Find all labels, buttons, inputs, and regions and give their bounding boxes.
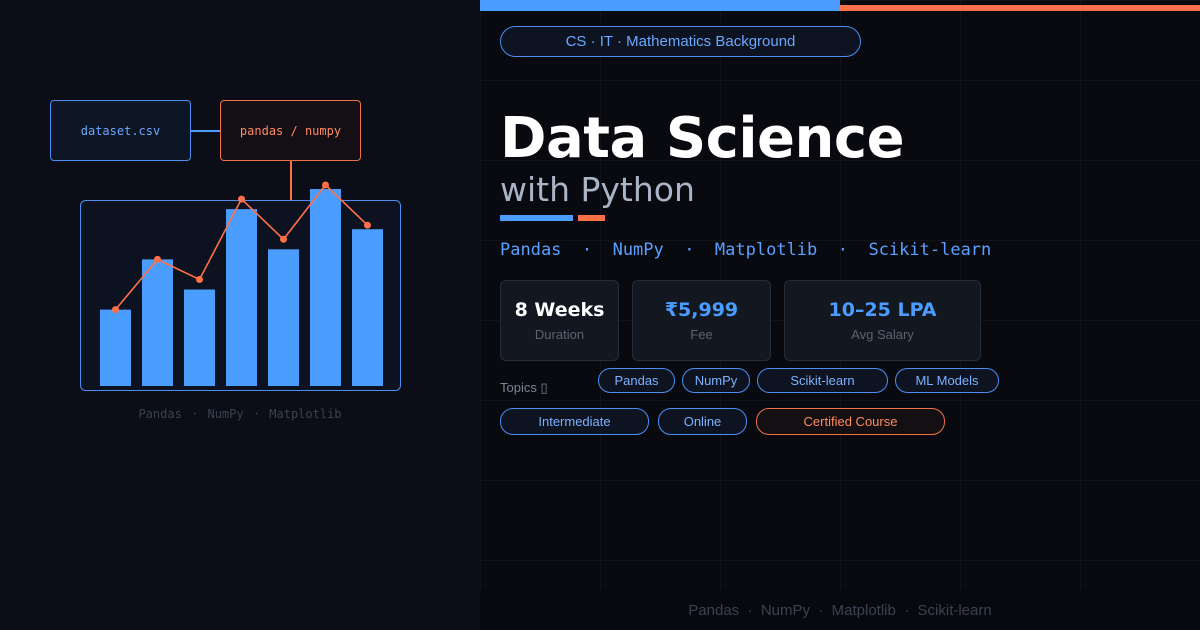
chart-bar [142, 259, 173, 386]
chart-point [154, 255, 161, 263]
chart-point [364, 221, 371, 229]
stat-fee-label: Fee [690, 327, 713, 342]
footer-libraries: Pandas · NumPy · Matplotlib · Scikit-lea… [480, 590, 1200, 630]
topic-pill-scikit-learn: Scikit-learn [757, 368, 888, 393]
title-underline-blue [500, 215, 573, 221]
top-accent-bar-blue [480, 0, 840, 11]
chart-point [196, 275, 203, 283]
chart-point [322, 181, 329, 189]
chart-point [238, 195, 245, 203]
stat-salary-label: Avg Salary [851, 327, 914, 342]
stat-duration-value: 8 Weeks [514, 299, 605, 321]
chart-point [112, 306, 119, 314]
page-title: Data Science [500, 106, 905, 171]
topic-pill-numpy: NumPy [682, 368, 750, 393]
stat-salary-value: 10–25 LPA [828, 299, 937, 321]
pandas-numpy-node: pandas / numpy [220, 100, 361, 161]
chart-point [280, 235, 287, 243]
topics-label: Topics ▯ [500, 380, 548, 395]
connector-line-vertical [290, 161, 292, 201]
topic-pill-pandas: Pandas [598, 368, 675, 393]
chart-bar [352, 229, 383, 386]
chart-bar [268, 249, 299, 386]
chart-bar [226, 209, 257, 386]
title-underline-orange [578, 215, 605, 221]
badge-online: Online [658, 408, 747, 435]
stat-duration: 8 Weeks Duration [500, 280, 619, 361]
libraries-list: Pandas · NumPy · Matplotlib · Scikit-lea… [500, 240, 992, 260]
dataset-node: dataset.csv [50, 100, 191, 161]
chart-bar [310, 189, 341, 386]
stat-salary: 10–25 LPA Avg Salary [784, 280, 981, 361]
chart-bar [100, 309, 131, 386]
stat-fee-value: ₹5,999 [664, 299, 739, 321]
page-subtitle: with Python [500, 170, 695, 209]
background-tag: CS · IT · Mathematics Background [500, 26, 861, 57]
chart-caption: Pandas · NumPy · Matplotlib [138, 407, 342, 421]
top-accent-bar-orange [840, 5, 1200, 11]
stat-fee: ₹5,999 Fee [632, 280, 771, 361]
badge-intermediate: Intermediate [500, 408, 649, 435]
connector-line [191, 130, 220, 132]
badge-certified-course: Certified Course [756, 408, 945, 435]
chart-bar [184, 289, 215, 386]
topic-pill-ml-models: ML Models [895, 368, 999, 393]
stat-duration-label: Duration [534, 327, 585, 342]
bar-line-chart [80, 181, 401, 391]
